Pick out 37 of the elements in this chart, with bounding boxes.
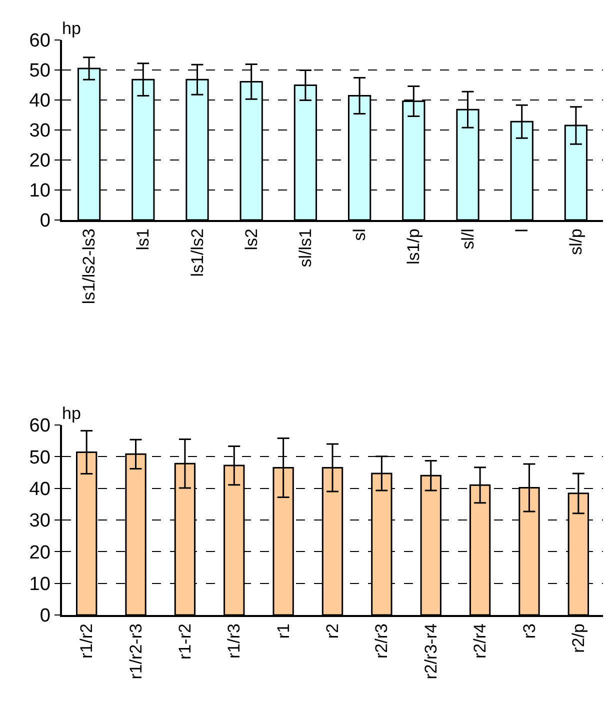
- x-tick-label: l: [512, 228, 532, 232]
- y-tick-label: 10: [29, 574, 50, 595]
- x-tick-label: ls1/ls2-ls3: [80, 228, 99, 304]
- y-tick-label: 50: [29, 447, 50, 468]
- x-tick-label: r3: [520, 624, 539, 639]
- y-tick-label: 40: [29, 478, 50, 500]
- x-tick-label: sl: [350, 228, 370, 241]
- x-tick-label: r2/p: [568, 624, 588, 653]
- y-tick-label: 20: [29, 542, 50, 564]
- x-tick-label: r2/r3: [372, 624, 392, 659]
- x-tick-label: r2: [323, 624, 342, 639]
- y-tick-label: 40: [29, 90, 50, 112]
- x-tick-label: sl/p: [566, 228, 586, 256]
- y-tick-label: 30: [29, 120, 50, 142]
- x-tick-label: r1/r2-r3: [126, 624, 146, 680]
- x-tick-label: sl/l: [458, 228, 478, 250]
- y-axis-title: hp: [62, 19, 81, 38]
- x-tick-label: r1/r2: [77, 624, 96, 659]
- y-tick-label: 60: [29, 30, 50, 52]
- x-tick-label: sl/ls1: [296, 228, 315, 268]
- x-tick-label: r1: [274, 624, 293, 639]
- x-tick-label: ls1/ls2: [188, 228, 207, 277]
- x-tick-label: ls1: [134, 228, 153, 250]
- x-tick-label: ls1/p: [404, 228, 424, 264]
- y-tick-label: 60: [29, 416, 50, 437]
- y-tick-label: 30: [29, 510, 50, 532]
- x-tick-label: r1-r2: [175, 624, 194, 660]
- y-tick-label: 0: [40, 606, 50, 627]
- y-tick-label: 50: [29, 60, 50, 82]
- x-tick-label: r2/r3-r4: [421, 624, 440, 680]
- x-tick-label: r1/r3: [224, 624, 244, 659]
- y-tick-label: 20: [29, 150, 50, 172]
- x-tick-label: r2/r4: [470, 624, 490, 659]
- y-tick-label: 0: [40, 210, 50, 232]
- x-tick-label: ls2: [242, 228, 261, 250]
- y-axis-title: hp: [62, 404, 81, 423]
- y-tick-label: 10: [29, 180, 50, 202]
